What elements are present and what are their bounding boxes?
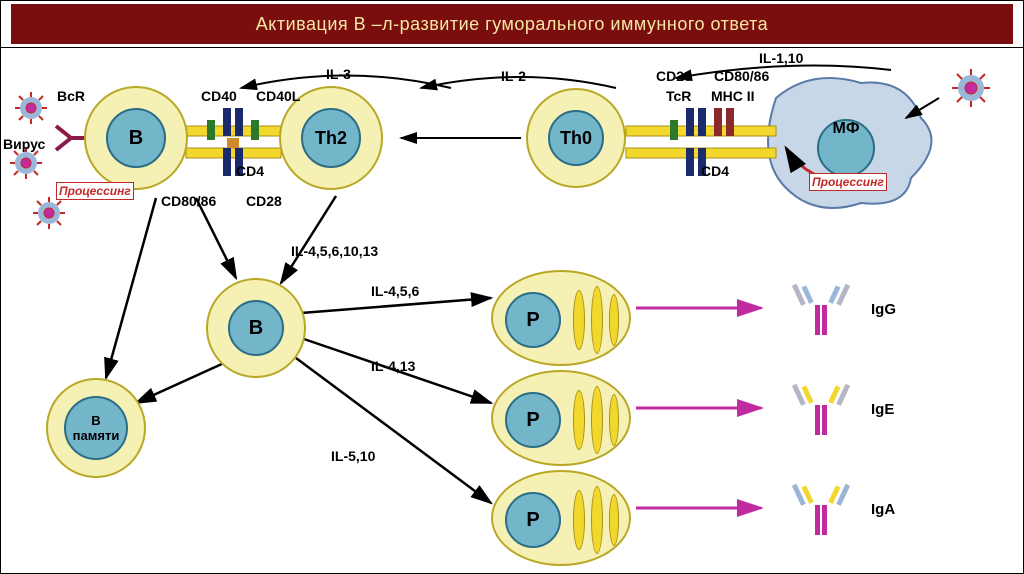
lbl-cd8086l: CD80/86 [161, 193, 216, 209]
header-bar: Активация В –л-развитие гуморального имм… [0, 0, 1024, 48]
lbl-cd40: CD40 [201, 88, 237, 104]
lbl-il2: IL-2 [501, 68, 526, 84]
ab-iga [792, 484, 850, 535]
lbl-cd4r: CD4 [701, 163, 729, 179]
ab-ige [792, 384, 850, 435]
lbl-il413: IL-4,13 [371, 358, 415, 374]
lbl-cd8086r: CD80/86 [714, 68, 769, 84]
cell-p3: P [491, 470, 631, 566]
lbl-il110: IL-1,10 [759, 50, 803, 66]
cell-b2: В [206, 278, 306, 378]
lbl-cd28l: CD28 [246, 193, 282, 209]
lbl-bcr: BcR [57, 88, 85, 104]
cell-b: В [84, 86, 188, 190]
cell-p1: P [491, 270, 631, 366]
page-title: Активация В –л-развитие гуморального имм… [11, 4, 1013, 44]
lbl-virus: Вирус [3, 136, 45, 152]
lbl-cd4l: CD4 [236, 163, 264, 179]
lbl-il456: IL-4,5,6 [371, 283, 419, 299]
lbl-procl: Процессинг [56, 182, 134, 200]
lbl-procr: Процессинг [809, 173, 887, 191]
bcr-receptor [56, 126, 86, 150]
ab-igg [792, 284, 850, 335]
cell-th0: Th0 [526, 88, 626, 188]
lbl-tcr: TcR [666, 88, 691, 104]
lbl-mhcii: MHC II [711, 88, 755, 104]
lbl-ige: IgE [871, 401, 894, 418]
lbl-iga: IgA [871, 501, 895, 518]
cell-p2: P [491, 370, 631, 466]
svg-text:МФ: МФ [833, 120, 860, 137]
diagram-canvas: МФ [0, 48, 1024, 574]
lbl-cd40l: CD40L [256, 88, 300, 104]
lbl-cd28r: CD28 [656, 68, 692, 84]
cell-bmem: В памяти [46, 378, 146, 478]
lbl-il3: IL-3 [326, 66, 351, 82]
lbl-il510: IL-5,10 [331, 448, 375, 464]
lbl-igg: IgG [871, 301, 896, 318]
lbl-il456-10-13: IL-4,5,6,10,13 [291, 243, 378, 259]
